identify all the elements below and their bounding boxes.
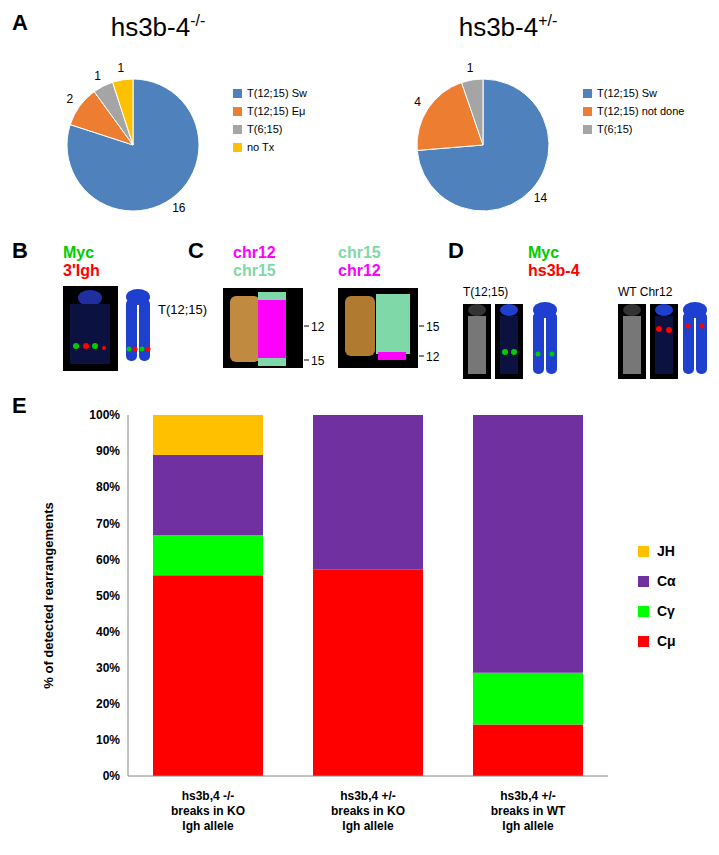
html-text:T(12;15) not done: T(12;15) not done	[597, 105, 685, 117]
svg-text:70%: 70%	[96, 517, 120, 531]
svg-text:10%: 10%	[96, 733, 120, 747]
svg-text:chr15: chr15	[338, 244, 381, 261]
svg-text:Igh allele: Igh allele	[182, 819, 234, 833]
svg-text:hs3b-4: hs3b-4	[528, 262, 580, 279]
svg-text:20%: 20%	[96, 697, 120, 711]
html-text:T(12;15) Eμ: T(12;15) Eμ	[247, 105, 306, 117]
svg-text:T(12;15): T(12;15)	[158, 302, 207, 317]
svg-text:50%: 50%	[96, 589, 120, 603]
svg-text:15: 15	[426, 320, 440, 334]
svg-text:breaks in KO: breaks in KO	[171, 804, 245, 818]
html-text:hs3b-4+/-: hs3b-4+/-	[458, 12, 558, 42]
svg-text:100%: 100%	[89, 408, 120, 422]
svg-text:breaks in KO: breaks in KO	[331, 804, 405, 818]
svg-text:hs3b,4 +/-: hs3b,4 +/-	[500, 789, 556, 803]
svg-text:B: B	[12, 238, 28, 263]
html-text:T(6;15): T(6;15)	[597, 123, 633, 135]
svg-text:1: 1	[117, 61, 124, 75]
svg-text:80%: 80%	[96, 480, 120, 494]
svg-text:D: D	[448, 238, 464, 263]
svg-text:1: 1	[94, 69, 101, 83]
html-text:hs3b-4-/-: hs3b-4-/-	[110, 12, 206, 42]
html-text:T(12;15) Sw: T(12;15) Sw	[597, 87, 657, 99]
svg-text:T(12;15): T(12;15)	[463, 285, 508, 299]
svg-text:15: 15	[311, 354, 325, 368]
html-text:T(12;15) Sw: T(12;15) Sw	[247, 87, 307, 99]
svg-text:12: 12	[426, 350, 440, 364]
svg-text:60%: 60%	[96, 553, 120, 567]
svg-text:breaks in WT: breaks in WT	[491, 804, 566, 818]
svg-text:Igh allele: Igh allele	[342, 819, 394, 833]
svg-text:16: 16	[172, 201, 186, 215]
svg-text:30%: 30%	[96, 661, 120, 675]
html-text:A: A	[12, 10, 28, 35]
svg-text:chr12: chr12	[338, 262, 381, 279]
svg-text:14: 14	[534, 191, 548, 205]
html-text:E: E	[12, 393, 27, 418]
svg-text:4: 4	[414, 95, 421, 109]
svg-text:WT Chr12: WT Chr12	[618, 285, 673, 299]
svg-text:chr15: chr15	[233, 262, 276, 279]
svg-text:chr12: chr12	[233, 244, 276, 261]
html-text:no Tx: no Tx	[247, 141, 275, 153]
svg-text:% of detected rearrangements: % of detected rearrangements	[41, 502, 56, 688]
svg-text:40%: 40%	[96, 625, 120, 639]
svg-text:Myc: Myc	[528, 244, 559, 261]
svg-text:1: 1	[467, 61, 474, 75]
svg-text:3'Igh: 3'Igh	[63, 262, 100, 279]
svg-text:C: C	[188, 238, 204, 263]
svg-text:hs3b,4 -/-: hs3b,4 -/-	[182, 789, 235, 803]
svg-text:12: 12	[311, 320, 325, 334]
svg-text:0%: 0%	[103, 769, 121, 783]
svg-text:2: 2	[67, 92, 74, 106]
html-text:Cγ: Cγ	[657, 603, 675, 619]
html-text:Cμ: Cμ	[657, 633, 676, 649]
html-text:JH: JH	[657, 543, 675, 559]
svg-text:hs3b,4 +/-: hs3b,4 +/-	[340, 789, 396, 803]
svg-text:Myc: Myc	[63, 244, 94, 261]
html-text:T(6;15): T(6;15)	[247, 123, 283, 135]
html-text:Cα: Cα	[657, 573, 676, 589]
svg-text:90%: 90%	[96, 444, 120, 458]
svg-text:Igh allele: Igh allele	[502, 819, 554, 833]
